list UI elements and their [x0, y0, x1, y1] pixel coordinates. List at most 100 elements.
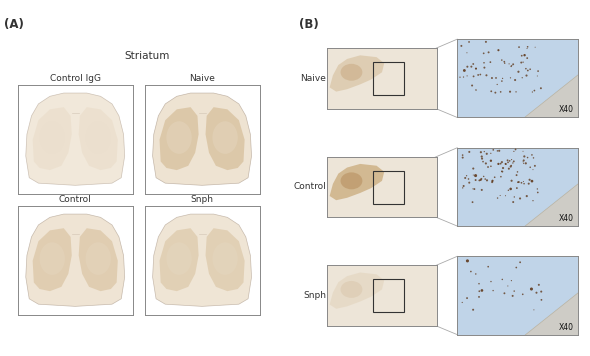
- Point: [518, 292, 527, 297]
- Polygon shape: [205, 107, 245, 170]
- Polygon shape: [330, 55, 384, 91]
- Point: [507, 157, 516, 162]
- Point: [496, 193, 505, 198]
- Text: Control: Control: [59, 194, 91, 204]
- Polygon shape: [327, 157, 437, 217]
- Point: [489, 288, 498, 293]
- Point: [462, 50, 471, 56]
- Point: [476, 150, 486, 155]
- Ellipse shape: [166, 121, 192, 154]
- Point: [486, 279, 496, 284]
- Point: [486, 158, 496, 164]
- Ellipse shape: [340, 281, 362, 298]
- Point: [515, 195, 525, 201]
- Point: [526, 164, 535, 170]
- Point: [507, 178, 516, 184]
- Point: [477, 187, 487, 193]
- Point: [468, 166, 478, 171]
- Point: [497, 277, 507, 282]
- Point: [510, 194, 519, 200]
- Text: Control: Control: [293, 183, 326, 192]
- Point: [536, 85, 546, 91]
- Point: [511, 147, 520, 152]
- Point: [536, 289, 546, 294]
- Point: [509, 148, 519, 154]
- Polygon shape: [26, 214, 124, 307]
- Point: [500, 59, 509, 64]
- Ellipse shape: [212, 242, 238, 275]
- Polygon shape: [330, 272, 384, 309]
- Point: [537, 297, 546, 303]
- Polygon shape: [153, 93, 251, 185]
- Point: [496, 161, 506, 167]
- Point: [464, 149, 474, 155]
- Polygon shape: [524, 183, 578, 226]
- Point: [471, 88, 481, 93]
- Point: [493, 148, 502, 154]
- Text: Snph: Snph: [303, 291, 326, 300]
- Point: [476, 177, 486, 183]
- Point: [458, 152, 467, 158]
- Point: [506, 164, 516, 169]
- Point: [517, 53, 526, 58]
- Point: [464, 180, 474, 185]
- Point: [518, 148, 527, 154]
- Point: [519, 179, 528, 184]
- Point: [512, 185, 522, 191]
- Point: [533, 186, 542, 192]
- Polygon shape: [159, 228, 199, 291]
- Point: [481, 39, 491, 45]
- Point: [480, 149, 489, 155]
- Point: [493, 195, 502, 201]
- Point: [473, 72, 483, 78]
- Point: [516, 260, 525, 265]
- Ellipse shape: [86, 121, 111, 154]
- Point: [486, 163, 496, 169]
- Point: [519, 159, 528, 165]
- Point: [471, 271, 480, 277]
- Polygon shape: [78, 107, 118, 170]
- Point: [534, 282, 543, 288]
- Point: [479, 51, 489, 56]
- Point: [532, 290, 541, 295]
- Point: [503, 283, 513, 289]
- Point: [479, 60, 489, 66]
- Point: [497, 159, 507, 165]
- Polygon shape: [205, 228, 245, 291]
- Point: [457, 43, 466, 49]
- Point: [494, 161, 503, 167]
- Point: [525, 177, 535, 183]
- Point: [501, 193, 510, 199]
- Text: Control IgG: Control IgG: [50, 73, 101, 83]
- Point: [520, 52, 529, 58]
- Point: [469, 74, 478, 79]
- Point: [474, 281, 484, 287]
- Point: [486, 59, 495, 65]
- Point: [455, 74, 465, 80]
- Point: [522, 193, 532, 199]
- Polygon shape: [153, 214, 251, 307]
- Point: [491, 90, 500, 95]
- Point: [509, 62, 518, 67]
- Point: [458, 185, 467, 191]
- Point: [512, 172, 522, 178]
- Point: [510, 77, 520, 83]
- Point: [529, 155, 538, 161]
- Point: [526, 67, 535, 72]
- Point: [503, 157, 512, 163]
- Point: [530, 88, 539, 93]
- Point: [517, 75, 527, 80]
- Point: [482, 178, 491, 183]
- Point: [507, 63, 516, 68]
- Point: [506, 63, 516, 69]
- Point: [470, 186, 479, 192]
- Ellipse shape: [40, 121, 65, 154]
- Point: [512, 89, 521, 95]
- Text: Snph: Snph: [191, 194, 214, 204]
- Point: [463, 295, 472, 301]
- Point: [522, 73, 531, 78]
- Point: [509, 158, 519, 164]
- Point: [513, 179, 523, 185]
- Point: [508, 160, 517, 166]
- Point: [468, 307, 478, 313]
